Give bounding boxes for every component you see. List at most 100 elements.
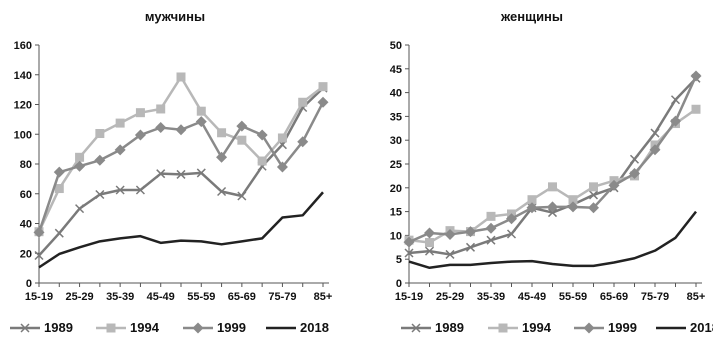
- men-point-1999: [74, 160, 86, 172]
- women-point-1999: [567, 201, 579, 213]
- men-point-1999: [256, 129, 268, 141]
- men-y-tick-label: 60: [20, 189, 32, 201]
- men-y-tick-label: 160: [14, 40, 32, 52]
- women-legend-marker-1999: [583, 322, 595, 334]
- men-x-tick-label: 55-59: [187, 291, 215, 303]
- women-point-1994: [527, 195, 537, 205]
- men-legend-marker-1994: [106, 323, 116, 333]
- men-point-1989: [75, 204, 85, 214]
- men-point-1994: [237, 135, 247, 145]
- men-legend-label-2018: 2018: [300, 320, 329, 335]
- men-series-2018: [38, 191, 324, 269]
- men-point-1994: [318, 82, 328, 92]
- men-series-1989: [34, 83, 328, 261]
- men-y-tick-label: 80: [20, 159, 32, 171]
- men-point-1994: [95, 129, 105, 139]
- men-point-1994: [298, 97, 308, 107]
- women-point-1999: [444, 228, 456, 240]
- men-point-1994: [257, 156, 267, 166]
- women-point-1994: [548, 182, 557, 192]
- men-legend-label-1994: 1994: [130, 320, 160, 335]
- women-point-1999: [424, 227, 435, 239]
- men-point-1989: [237, 191, 247, 201]
- women-point-1999: [465, 226, 476, 238]
- women-legend-label-1989: 1989: [435, 320, 464, 335]
- men-point-1989: [196, 168, 206, 178]
- women-point-1989: [445, 249, 455, 259]
- men-point-1994: [176, 72, 186, 82]
- men-point-1999: [33, 226, 45, 238]
- women-point-1999: [526, 202, 538, 214]
- men-point-1994: [115, 118, 125, 128]
- chart-men-title: мужчины: [145, 9, 205, 24]
- women-point-1999: [670, 115, 681, 127]
- women-x-tick-label: 85+: [687, 291, 706, 303]
- women-legend-marker-1994: [498, 323, 508, 333]
- women-point-1999: [547, 201, 558, 213]
- chart-men-svg: мужчины 0 20 40 60 80 100 120 140 160 15-19 25-29 3…: [10, 9, 332, 335]
- men-point-1999: [94, 154, 106, 166]
- women-point-1994: [568, 195, 578, 205]
- women-legend-label-1994: 1994: [522, 320, 552, 335]
- men-point-1999: [317, 96, 329, 108]
- women-point-1989: [506, 229, 517, 239]
- women-point-1999: [629, 168, 640, 180]
- men-series-1994: [34, 72, 328, 237]
- women-point-1999: [588, 202, 599, 214]
- women-x-tick-label: 25-29: [436, 291, 464, 303]
- women-legend-marker-1989: [411, 323, 421, 333]
- men-point-1989: [217, 186, 227, 197]
- women-point-1989: [424, 246, 435, 256]
- women-series-line-2018: [408, 210, 697, 270]
- women-point-1999: [485, 222, 497, 234]
- men-point-1999: [236, 120, 248, 132]
- men-legend-label-1989: 1989: [44, 320, 73, 335]
- women-x-tick-label: 55-59: [559, 291, 587, 303]
- men-point-1999: [53, 166, 65, 178]
- women-point-1989: [588, 190, 599, 200]
- men-legend-marker-1999: [192, 322, 204, 334]
- men-x-tick-label: 65-69: [228, 291, 256, 303]
- men-point-1994: [277, 133, 287, 143]
- men-y-tick-label: 20: [20, 248, 32, 260]
- men-legend-label-1999: 1999: [217, 320, 246, 335]
- men-series-line-1989: [38, 87, 324, 257]
- women-y-tick-label: 0: [396, 278, 402, 290]
- women-point-1994: [486, 211, 496, 221]
- men-point-1989: [54, 228, 64, 238]
- men-y-tick-label: 0: [26, 278, 32, 290]
- women-point-1999: [690, 70, 702, 82]
- women-series-1999: [403, 70, 702, 248]
- women-point-1989: [670, 95, 681, 105]
- women-legend-label-2018: 2018: [690, 320, 713, 335]
- men-point-1994: [196, 106, 206, 116]
- women-point-1989: [486, 235, 496, 245]
- men-point-1999: [114, 144, 126, 156]
- men-point-1989: [115, 185, 125, 195]
- men-x-tick-label: 35-39: [106, 291, 134, 303]
- women-series-line-1999: [408, 75, 698, 244]
- women-point-1989: [650, 128, 660, 138]
- women-y-tick-label: 25: [390, 159, 402, 171]
- women-point-1994: [589, 182, 598, 192]
- men-legend-marker-1989: [20, 323, 30, 333]
- chart-women-svg: женщины 0 5 10 15 20 25 30 35 40 45 50 15-19 25-29 35…: [390, 9, 713, 335]
- women-y-tick-label: 35: [390, 111, 402, 123]
- women-x-tick-label: 15-19: [395, 291, 423, 303]
- women-x-tick-label: 65-69: [600, 291, 628, 303]
- women-y-tick-label: 10: [390, 230, 402, 242]
- women-point-1994: [691, 104, 701, 114]
- men-y-tick-label: 100: [14, 129, 32, 141]
- women-point-1989: [404, 248, 414, 258]
- women-y-tick-label: 30: [390, 135, 402, 147]
- men-point-1999: [175, 124, 187, 136]
- women-y-tick-label: 15: [390, 207, 402, 219]
- women-y-tick-label: 40: [390, 88, 402, 100]
- women-y-tick-label: 20: [390, 183, 402, 195]
- women-point-1999: [608, 179, 620, 191]
- women-point-1999: [506, 213, 517, 225]
- men-x-tick-label: 15-19: [25, 291, 53, 303]
- men-series-line-2018: [38, 191, 324, 269]
- men-point-1994: [75, 152, 85, 162]
- men-point-1999: [276, 161, 288, 173]
